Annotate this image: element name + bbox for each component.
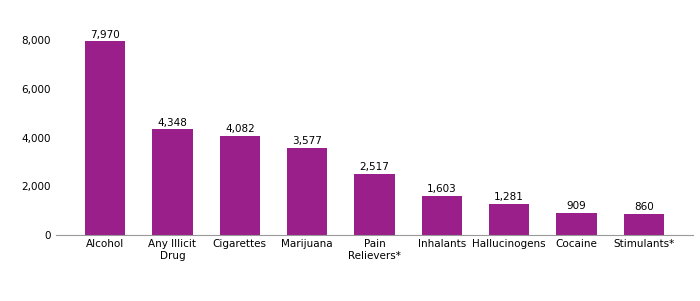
Bar [624,214,664,235]
Text: 1,281: 1,281 [494,192,524,202]
Text: 7,970: 7,970 [90,30,120,40]
Text: 4,348: 4,348 [158,118,188,128]
Text: 860: 860 [634,203,654,213]
Bar [287,148,328,235]
Text: 3,577: 3,577 [292,136,322,147]
Bar [556,213,596,235]
Bar [85,41,125,235]
Bar [220,136,260,235]
Text: 2,517: 2,517 [360,162,389,172]
Text: 909: 909 [566,201,587,211]
Bar [421,196,462,235]
Bar [153,129,192,235]
Text: 1,603: 1,603 [427,185,456,194]
Bar [489,204,529,235]
Text: 4,082: 4,082 [225,124,255,134]
Bar [354,174,395,235]
